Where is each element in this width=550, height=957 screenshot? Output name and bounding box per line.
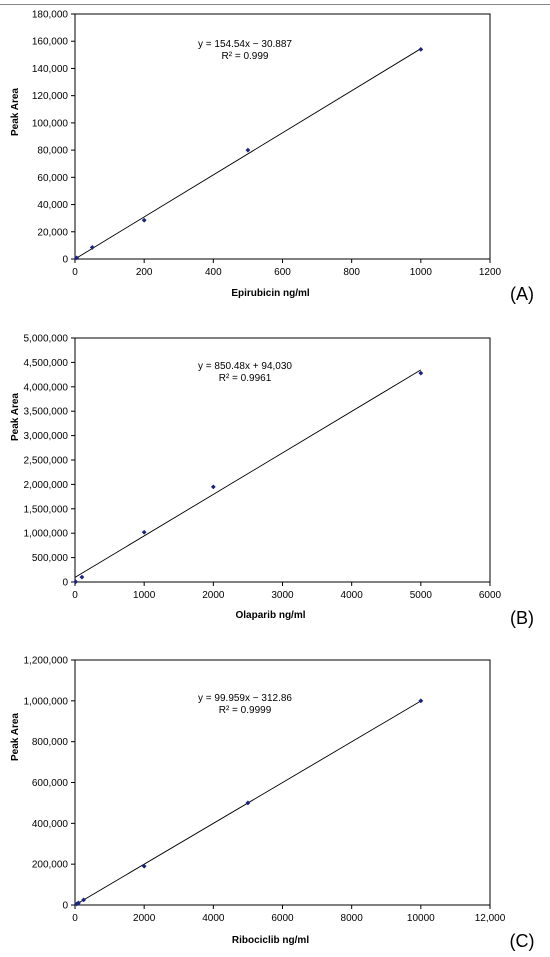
chart-a-x-tick-label: 800 bbox=[343, 267, 360, 278]
chart-b-data-point bbox=[79, 574, 85, 580]
chart-b-y-tick-label: 1,000,000 bbox=[24, 529, 69, 540]
chart-a-y-tick-label: 120,000 bbox=[32, 91, 69, 102]
chart-b-y-tick-label: 2,500,000 bbox=[24, 456, 69, 467]
chart-c-y-tick-label: 1,200,000 bbox=[24, 656, 69, 667]
chart-a-x-tick-label: 400 bbox=[205, 267, 222, 278]
chart-panel-a: 0 20,000 40,000 60,000 80,000 100,000 120,000 1… bbox=[0, 0, 550, 310]
chart-c-y-tick-label: 600,000 bbox=[32, 778, 69, 789]
chart-b-y-tick-label: 500,000 bbox=[32, 553, 69, 564]
chart-a-data-point bbox=[141, 217, 147, 223]
chart-b-plot-frame bbox=[74, 337, 491, 583]
chart-b-data-point bbox=[73, 579, 79, 585]
chart-b-x-tick-label: 0 bbox=[72, 590, 78, 601]
chart-c-x-tick-label: 12,000 bbox=[475, 913, 506, 924]
chart-a-data-point bbox=[89, 245, 95, 250]
chart-b-r-squared: R² = 0.9961 bbox=[219, 373, 272, 384]
chart-a-x-axis-title: Epirubicin ng/ml bbox=[231, 288, 310, 299]
chart-a-y-tick-label: 160,000 bbox=[32, 37, 69, 48]
chart-a-y-tick-label: 0 bbox=[62, 255, 68, 266]
chart-panel-c: 0 200,000 400,000 600,000 800,000 1,000,000 1,… bbox=[0, 645, 550, 957]
chart-c-x-tick-label: 4000 bbox=[202, 913, 225, 924]
chart-c-panel-label: (C) bbox=[510, 931, 535, 951]
chart-c-x-tick-label: 2000 bbox=[133, 913, 156, 924]
chart-b-y-tick-label: 0 bbox=[62, 578, 68, 589]
chart-a-y-axis-title: Peak Area bbox=[10, 88, 21, 136]
chart-c-y-tick-label: 1,000,000 bbox=[24, 696, 69, 707]
chart-c-y-axis-title: Peak Area bbox=[10, 713, 21, 761]
chart-a-data-point bbox=[245, 147, 251, 153]
chart-b-svg: 0 500,000 1,000,000 1,500,000 2,000,000 2,500… bbox=[10, 334, 534, 629]
chart-a-trendline bbox=[74, 48, 422, 260]
chart-c-data-point bbox=[76, 900, 81, 906]
chart-b-y-tick-label: 4,500,000 bbox=[24, 358, 69, 369]
chart-a-y-tick-label: 40,000 bbox=[37, 200, 68, 211]
chart-b-x-tick-label: 5000 bbox=[410, 590, 433, 601]
chart-a-y-tick-label: 60,000 bbox=[37, 173, 68, 184]
chart-c-equation: y = 99.959x − 312.86 bbox=[198, 693, 292, 704]
chart-a-equation: y = 154.54x − 30.887 bbox=[198, 39, 292, 50]
chart-c-y-tick-label: 0 bbox=[62, 901, 68, 912]
chart-a-x-tick-label: 0 bbox=[72, 267, 78, 278]
chart-b-y-tick-label: 3,500,000 bbox=[24, 407, 69, 418]
chart-b-y-tick-label: 1,500,000 bbox=[24, 504, 69, 515]
chart-b-x-tick-label: 2000 bbox=[202, 590, 225, 601]
chart-b-x-axis-title: Olaparib ng/ml bbox=[235, 610, 305, 621]
chart-a-x-tick-label: 1200 bbox=[479, 267, 502, 278]
chart-a-y-tick-label: 100,000 bbox=[32, 118, 69, 129]
chart-a-y-tick-label: 140,000 bbox=[32, 64, 69, 75]
chart-b-equation: y = 850.48x + 94,030 bbox=[198, 361, 292, 372]
chart-c-x-tick-label: 6000 bbox=[271, 913, 294, 924]
top-divider bbox=[0, 4, 550, 5]
chart-a-r-squared: R² = 0.999 bbox=[222, 51, 269, 62]
chart-b-x-tick-label: 1000 bbox=[133, 590, 156, 601]
chart-b-data-point bbox=[210, 484, 216, 490]
chart-a-y-tick-label: 180,000 bbox=[32, 10, 69, 21]
chart-b-y-tick-label: 3,000,000 bbox=[24, 431, 69, 442]
chart-a-data-point bbox=[74, 255, 80, 261]
chart-b-data-point bbox=[418, 370, 424, 376]
chart-a-x-tick-label: 200 bbox=[136, 267, 153, 278]
chart-a-svg: 0 20,000 40,000 60,000 80,000 100,000 120,000 1… bbox=[10, 10, 534, 305]
chart-b-panel-label: (B) bbox=[510, 608, 534, 628]
chart-c-data-point bbox=[141, 863, 147, 869]
chart-c-y-tick-label: 200,000 bbox=[32, 860, 69, 871]
chart-a-x-tick-label: 1000 bbox=[410, 267, 433, 278]
chart-a-x-tick-label: 600 bbox=[274, 267, 291, 278]
chart-b-y-axis-title: Peak Area bbox=[10, 393, 21, 441]
chart-a-y-tick-label: 20,000 bbox=[37, 227, 68, 238]
chart-panel-b: 0 500,000 1,000,000 1,500,000 2,000,000 2,500… bbox=[0, 320, 550, 635]
chart-a-plot-frame bbox=[74, 13, 491, 260]
chart-c-x-axis-title: Ribociclib ng/ml bbox=[232, 935, 309, 946]
chart-a-data-point bbox=[418, 46, 424, 52]
chart-b-x-tick-label: 4000 bbox=[341, 590, 364, 601]
chart-b-trendline bbox=[74, 369, 422, 578]
chart-c-data-point bbox=[418, 698, 424, 704]
chart-c-y-tick-label: 800,000 bbox=[32, 737, 69, 748]
chart-c-r-squared: R² = 0.9999 bbox=[219, 705, 272, 716]
chart-c-x-tick-label: 8000 bbox=[341, 913, 364, 924]
chart-b-data-point bbox=[141, 529, 147, 535]
chart-c-x-tick-label: 10000 bbox=[407, 913, 435, 924]
chart-c-x-tick-label: 0 bbox=[72, 913, 78, 924]
chart-b-y-tick-label: 4,000,000 bbox=[24, 382, 69, 393]
chart-b-y-tick-label: 5,000,000 bbox=[24, 334, 69, 345]
chart-b-x-tick-label: 6000 bbox=[479, 590, 502, 601]
chart-c-y-tick-label: 400,000 bbox=[32, 819, 69, 830]
chart-b-y-tick-label: 2,000,000 bbox=[24, 480, 69, 491]
chart-c-data-point bbox=[81, 897, 87, 903]
chart-b-x-tick-label: 3000 bbox=[271, 590, 294, 601]
chart-a-panel-label: (A) bbox=[510, 284, 534, 304]
chart-c-data-point bbox=[245, 800, 251, 806]
chart-c-svg: 0 200,000 400,000 600,000 800,000 1,000,000 1,… bbox=[10, 656, 535, 952]
chart-a-y-tick-label: 80,000 bbox=[37, 146, 68, 157]
